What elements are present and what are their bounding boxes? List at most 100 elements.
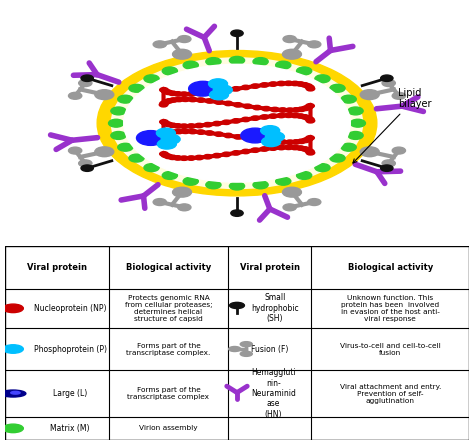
Circle shape (168, 91, 177, 95)
Circle shape (124, 64, 350, 182)
Circle shape (111, 132, 126, 139)
Circle shape (232, 87, 240, 91)
Text: Forms part of the
transcriptase complex: Forms part of the transcriptase complex (128, 387, 210, 400)
Circle shape (164, 122, 173, 127)
Circle shape (277, 114, 285, 118)
Circle shape (279, 140, 287, 144)
Circle shape (183, 177, 198, 185)
Circle shape (301, 147, 309, 151)
Text: Matrix (M): Matrix (M) (50, 424, 90, 433)
Circle shape (95, 90, 114, 99)
Circle shape (348, 107, 363, 115)
Ellipse shape (0, 390, 26, 397)
Text: Fusion (F): Fusion (F) (251, 345, 288, 353)
Circle shape (260, 115, 269, 119)
Circle shape (306, 136, 314, 140)
Circle shape (144, 164, 159, 172)
Circle shape (161, 134, 180, 144)
Text: Large (L): Large (L) (53, 389, 87, 398)
Circle shape (222, 88, 231, 92)
Circle shape (129, 84, 144, 92)
Circle shape (234, 103, 242, 107)
Circle shape (168, 123, 177, 128)
Circle shape (297, 67, 312, 75)
Circle shape (253, 181, 268, 189)
Circle shape (350, 119, 365, 127)
Circle shape (277, 145, 285, 150)
Circle shape (330, 154, 345, 162)
Circle shape (286, 140, 294, 144)
Circle shape (279, 108, 287, 112)
Circle shape (189, 97, 197, 102)
Circle shape (169, 98, 178, 102)
Circle shape (160, 120, 168, 124)
Circle shape (241, 128, 269, 143)
Circle shape (205, 99, 214, 103)
Circle shape (203, 154, 212, 159)
Circle shape (229, 182, 245, 190)
Circle shape (180, 124, 188, 128)
Circle shape (164, 90, 173, 95)
Circle shape (360, 147, 379, 157)
Circle shape (301, 138, 310, 143)
Circle shape (296, 146, 305, 150)
Circle shape (315, 75, 330, 83)
Circle shape (161, 153, 170, 158)
Circle shape (159, 135, 168, 139)
Circle shape (180, 92, 188, 96)
Circle shape (271, 139, 279, 144)
Circle shape (195, 91, 203, 96)
Circle shape (304, 105, 313, 110)
Circle shape (215, 132, 223, 136)
Text: Hemaggluti
nin-
Neuraminid
ase
(HN): Hemaggluti nin- Neuraminid ase (HN) (251, 368, 296, 419)
Circle shape (262, 106, 271, 111)
Circle shape (382, 80, 395, 87)
Circle shape (160, 88, 168, 92)
Circle shape (241, 117, 250, 122)
Circle shape (228, 346, 241, 352)
Circle shape (137, 131, 165, 145)
Circle shape (189, 81, 217, 96)
Circle shape (195, 155, 203, 160)
Text: Small
hydrophobic
(SH): Small hydrophobic (SH) (251, 293, 299, 323)
Circle shape (308, 41, 321, 48)
Circle shape (261, 126, 280, 136)
Circle shape (109, 119, 124, 127)
Circle shape (165, 131, 173, 135)
Circle shape (306, 149, 314, 154)
Circle shape (162, 172, 177, 180)
Circle shape (241, 149, 250, 154)
Circle shape (253, 137, 261, 142)
Circle shape (111, 107, 126, 115)
Circle shape (241, 85, 250, 90)
Circle shape (392, 92, 405, 99)
Text: Biological activity: Biological activity (347, 263, 433, 272)
Circle shape (229, 302, 245, 308)
Circle shape (224, 133, 233, 138)
Circle shape (213, 89, 221, 94)
Circle shape (306, 118, 315, 123)
Circle shape (269, 146, 277, 150)
Circle shape (173, 187, 191, 197)
Circle shape (251, 116, 259, 121)
Circle shape (173, 124, 182, 128)
Circle shape (292, 108, 301, 112)
Circle shape (180, 156, 188, 161)
Circle shape (222, 152, 231, 157)
Circle shape (97, 51, 377, 196)
Circle shape (197, 98, 205, 102)
Circle shape (240, 351, 252, 356)
Circle shape (262, 137, 281, 147)
Text: Viral protein: Viral protein (239, 263, 300, 272)
Circle shape (203, 122, 212, 127)
Circle shape (253, 105, 261, 110)
Circle shape (286, 108, 294, 112)
Text: Phosphoprotein (P): Phosphoprotein (P) (34, 345, 107, 353)
Circle shape (296, 82, 305, 86)
Circle shape (284, 81, 293, 85)
Circle shape (3, 304, 23, 312)
Circle shape (277, 81, 285, 86)
Circle shape (169, 130, 178, 134)
Circle shape (144, 75, 159, 83)
Circle shape (291, 81, 299, 86)
